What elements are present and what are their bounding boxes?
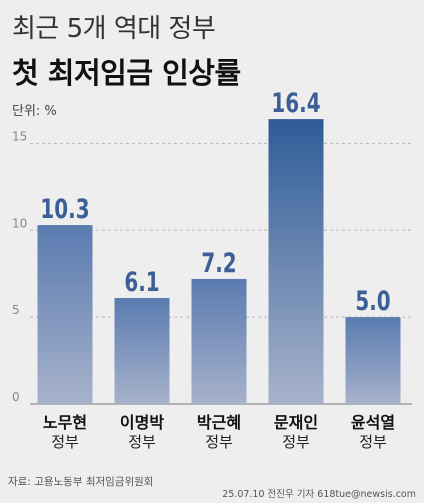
value-label: 6.1 <box>124 266 159 298</box>
y-tick-label: 10 <box>12 216 27 230</box>
category-label: 박근혜 <box>197 413 241 432</box>
bar-문재인 <box>268 119 324 404</box>
chart-title-line2: 첫 최저임금 인상률 <box>12 56 241 90</box>
value-label: 10.3 <box>40 193 89 225</box>
y-tick-label: 5 <box>12 303 20 317</box>
bar-노무현 <box>37 225 93 404</box>
category-label: 이명박 <box>120 413 164 432</box>
source-note: 자료: 고용노동부 최저임금위원회 <box>8 476 154 488</box>
category-suffix-label: 정부 <box>282 433 310 451</box>
y-tick-label: 0 <box>12 390 20 404</box>
value-label: 7.2 <box>201 247 236 279</box>
value-label: 5.0 <box>355 285 390 317</box>
y-tick-label: 15 <box>12 129 27 143</box>
category-suffix-label: 정부 <box>205 433 233 451</box>
category-label: 문재인 <box>274 413 318 432</box>
bar-이명박 <box>114 298 170 404</box>
category-label: 노무현 <box>43 413 87 432</box>
category-suffix-label: 정부 <box>51 433 79 451</box>
credit-note: 25.07.10 전진우 기자 618tue@newsis.com <box>222 489 416 500</box>
category-suffix-label: 정부 <box>359 433 387 451</box>
category-label: 윤석열 <box>351 413 395 432</box>
chart-title-line1: 최근 5개 역대 정부 <box>12 14 216 44</box>
bar-윤석열 <box>345 317 401 404</box>
unit-label: 단위: % <box>12 104 57 119</box>
value-label: 16.4 <box>271 87 320 119</box>
bar-박근혜 <box>191 278 247 404</box>
category-suffix-label: 정부 <box>128 433 156 451</box>
